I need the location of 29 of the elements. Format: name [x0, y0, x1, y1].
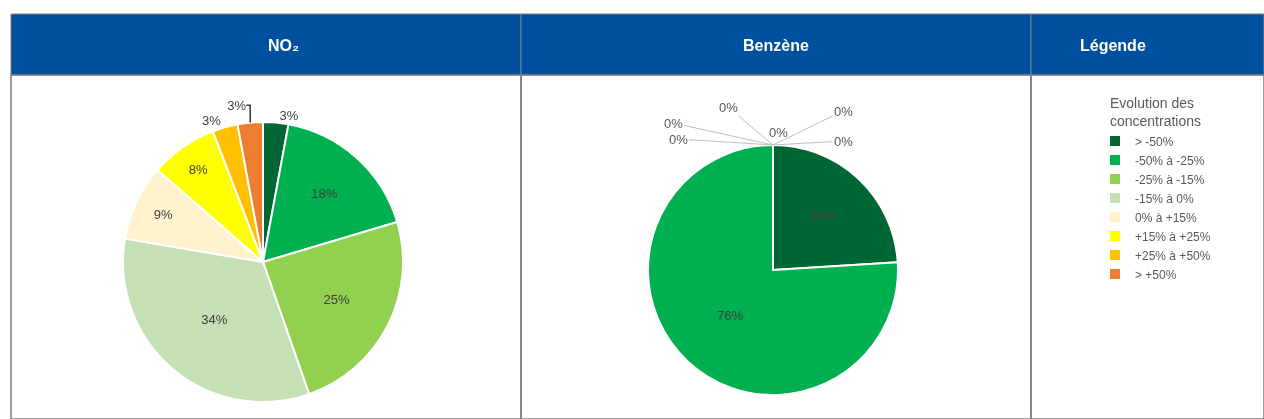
data-label: 3%	[227, 97, 247, 113]
text: Légende	[1080, 37, 1146, 54]
text: 0%	[664, 116, 683, 131]
text: 0%	[834, 104, 853, 119]
data-label: 18%	[311, 186, 338, 202]
legend-label: -50% à -25%	[1135, 153, 1205, 168]
legend-label: > +50%	[1135, 267, 1177, 282]
text: 0%	[719, 100, 738, 115]
text: 0%	[769, 125, 788, 140]
chart-title: NO₂	[268, 37, 300, 54]
data-label: 25%	[323, 292, 350, 308]
data-label: 3%	[202, 112, 222, 128]
legend-label: -25% à -15%	[1135, 172, 1205, 187]
data-label: 76%	[716, 308, 744, 324]
text: 0%	[834, 134, 853, 149]
data-label: 9%	[153, 207, 174, 223]
legend-label: -15% à 0%	[1135, 191, 1195, 206]
legend-label: 0% à +15%	[1135, 210, 1198, 225]
pie-slice	[647, 144, 899, 396]
chart-title: Benzène	[743, 37, 809, 54]
data-label: 3%	[279, 107, 299, 123]
data-label: 24%	[810, 208, 838, 224]
legend-label: +15% à +25%	[1135, 229, 1211, 244]
legend-label: > -50%	[1135, 134, 1174, 149]
legend-title: Evolution des concentrations	[1109, 95, 1202, 130]
legend-label: +25% à +50%	[1135, 248, 1211, 263]
data-label: 34%	[201, 311, 228, 327]
data-label: 8%	[188, 162, 209, 178]
text: 0%	[669, 132, 688, 147]
